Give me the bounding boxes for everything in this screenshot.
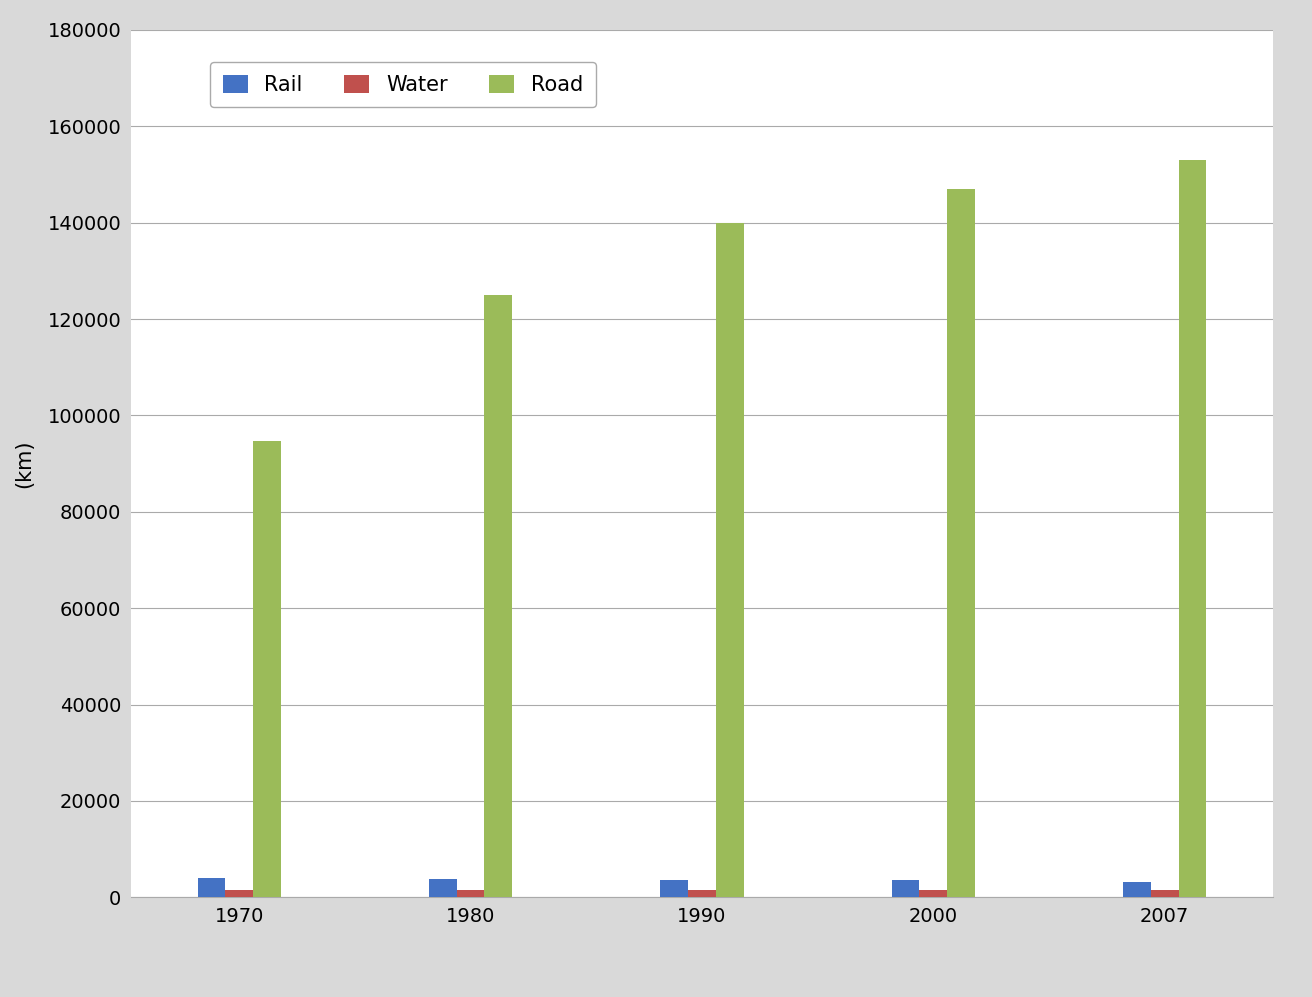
Legend: Rail, Water, Road: Rail, Water, Road bbox=[210, 62, 596, 108]
Bar bbox=[660, 880, 687, 897]
Bar bbox=[687, 890, 716, 897]
Bar bbox=[226, 890, 253, 897]
Bar bbox=[253, 442, 281, 897]
Bar bbox=[1151, 890, 1178, 897]
Bar bbox=[198, 878, 226, 897]
Bar bbox=[457, 890, 484, 897]
Bar bbox=[892, 880, 920, 897]
Bar bbox=[947, 189, 975, 897]
Bar bbox=[429, 879, 457, 897]
Y-axis label: (km): (km) bbox=[14, 440, 34, 488]
Bar bbox=[920, 890, 947, 897]
Bar bbox=[1178, 161, 1206, 897]
Bar bbox=[1123, 882, 1151, 897]
Bar bbox=[484, 295, 512, 897]
Bar bbox=[716, 222, 744, 897]
